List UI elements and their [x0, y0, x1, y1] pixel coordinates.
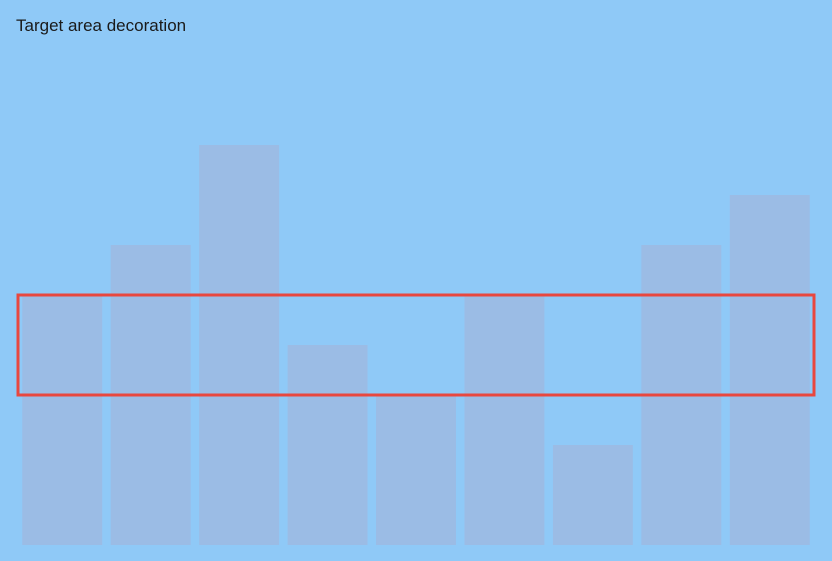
- bar-6: [464, 295, 545, 545]
- bar-5: [376, 395, 456, 545]
- bar-9: [729, 195, 810, 545]
- bar-1: [22, 295, 103, 545]
- target-area-outline: [16, 293, 816, 397]
- bar-4: [287, 345, 368, 545]
- bar-7: [552, 445, 633, 545]
- bar-group: [22, 145, 810, 545]
- chart-title: Target area decoration: [16, 16, 187, 35]
- bar-3: [199, 145, 280, 545]
